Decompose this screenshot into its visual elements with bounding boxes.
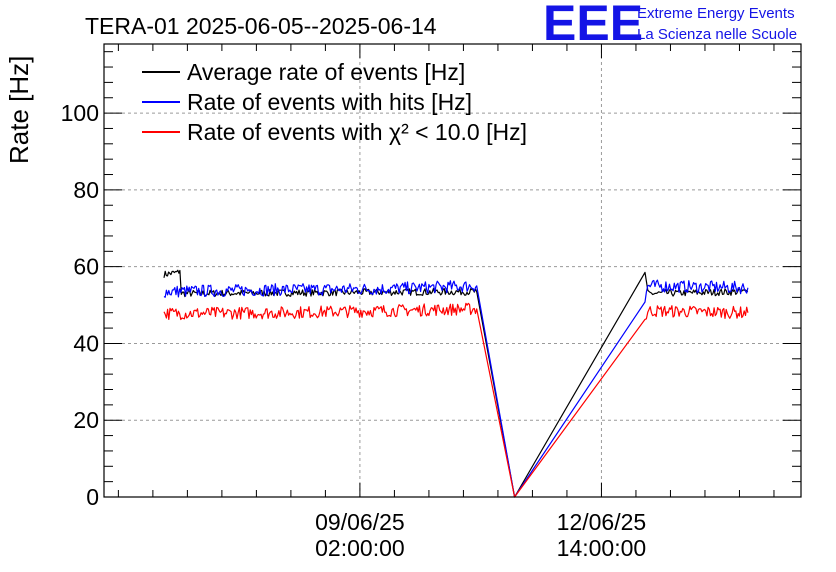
x-tick-label-date: 09/06/25 xyxy=(315,509,405,535)
x-tick-label-date: 12/06/25 xyxy=(557,509,647,535)
x-tick-label-time: 02:00:00 xyxy=(315,535,405,561)
eee-logo: EEE Extreme Energy Events La Scienza nel… xyxy=(543,0,797,51)
legend-entry: Average rate of events [Hz] xyxy=(187,59,465,85)
legend: Average rate of events [Hz] Rate of event… xyxy=(142,59,527,145)
legend-entry: Rate of events with χ² < 10.0 [Hz] xyxy=(187,119,527,145)
series-line-1 xyxy=(163,269,749,498)
eee-logo-mark: EEE xyxy=(543,0,643,51)
series-line-3 xyxy=(163,302,749,498)
plot-frame xyxy=(103,43,802,498)
grid-lines xyxy=(104,44,801,497)
axes xyxy=(103,43,802,498)
y-tick-label: 100 xyxy=(61,100,99,126)
y-tick-label: 60 xyxy=(73,254,99,280)
logo-line-2: La Scienza nelle Scuole xyxy=(637,26,797,43)
y-tick-label: 40 xyxy=(73,330,99,356)
y-tick-label: 0 xyxy=(86,484,99,510)
legend-entry: Rate of events with hits [Hz] xyxy=(187,89,472,115)
series-lines xyxy=(163,269,749,498)
logo-line-1: Extreme Energy Events xyxy=(637,5,795,22)
series-line-2 xyxy=(163,279,749,498)
y-tick-label: 80 xyxy=(73,177,99,203)
y-axis-label: Rate [Hz] xyxy=(4,56,34,164)
x-tick-label-time: 14:00:00 xyxy=(557,535,647,561)
chart-title: TERA-01 2025-06-05--2025-06-14 xyxy=(85,13,437,39)
y-tick-label: 20 xyxy=(73,407,99,433)
